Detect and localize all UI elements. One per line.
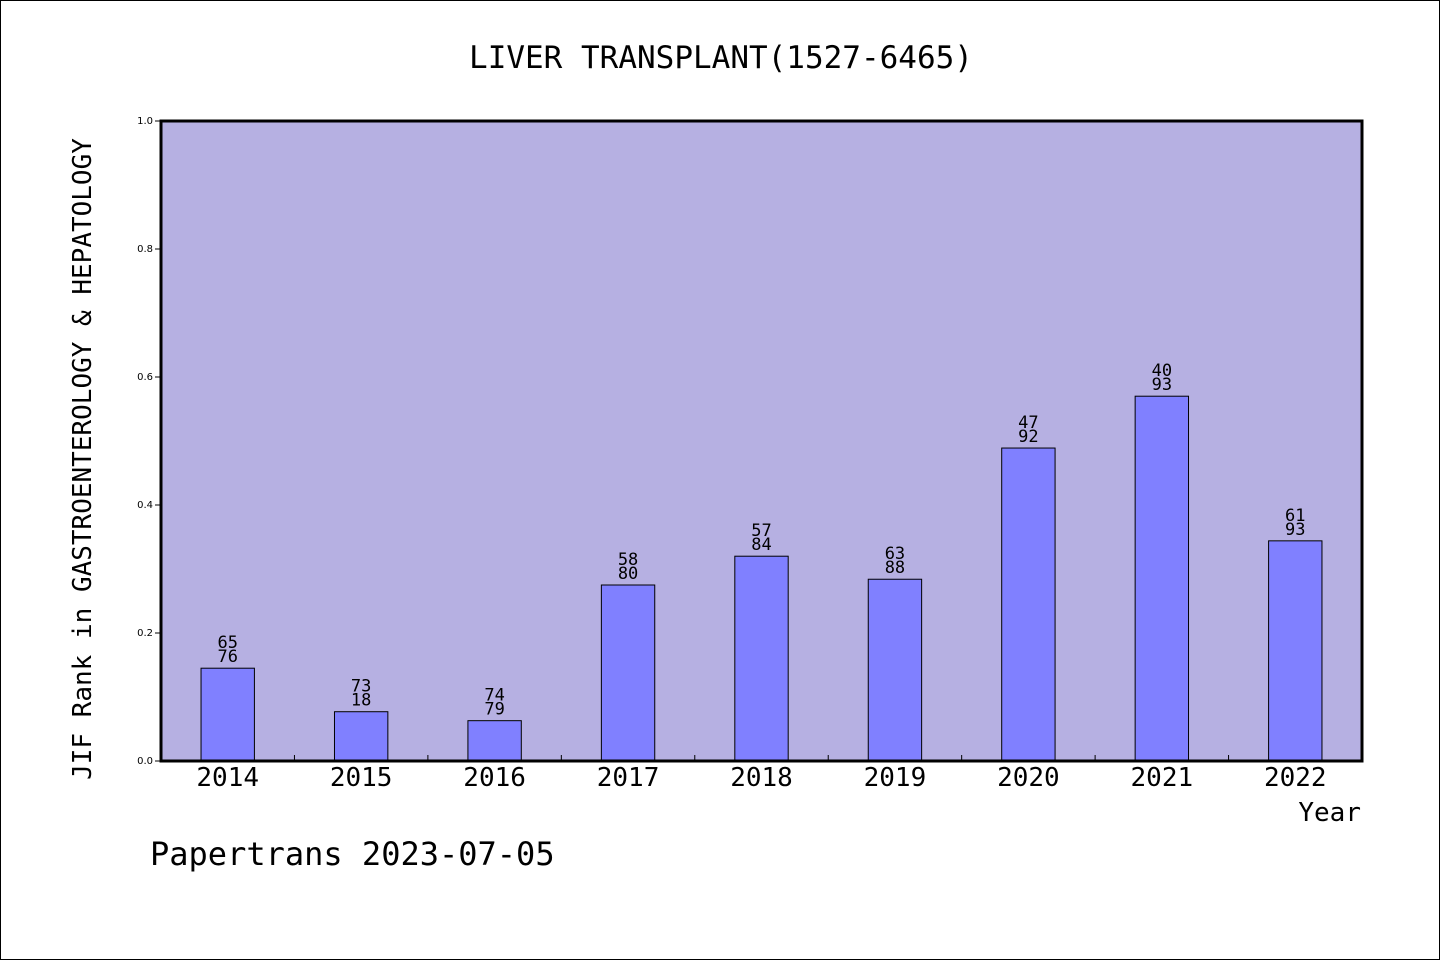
bar-label-top: 57 xyxy=(751,521,771,541)
y-axis: 0.0 0.2 0.4 0.6 0.8 1.0 xyxy=(137,116,161,767)
bar xyxy=(1134,395,1190,762)
x-axis-label: Year xyxy=(1298,798,1361,828)
bar-series xyxy=(200,395,1323,762)
bar-label-top: 61 xyxy=(1285,506,1305,526)
bar xyxy=(200,667,255,762)
y-tick-label: 0.2 xyxy=(137,628,153,639)
bar xyxy=(1268,540,1323,762)
y-tick-label: 1.0 xyxy=(137,116,153,127)
bar-label-bottom: 84 xyxy=(751,535,771,555)
bar-label-bottom: 79 xyxy=(484,700,504,720)
x-tick-label: 2016 xyxy=(463,763,526,793)
x-axis: 2014 2015 2016 2017 2018 2019 2020 2021 2022 xyxy=(196,755,1327,793)
bar-label-bottom: 93 xyxy=(1285,520,1305,540)
bar-label-top: 47 xyxy=(1018,413,1038,433)
footer-credit: Papertrans 2023-07-05 xyxy=(150,835,555,873)
bar-label-bottom: 76 xyxy=(217,647,237,667)
bar xyxy=(333,711,389,762)
bar-label-bottom: 18 xyxy=(351,691,371,711)
plot-border xyxy=(159,119,1364,763)
x-tick-label: 2014 xyxy=(196,763,259,793)
bar-label-top: 73 xyxy=(351,677,371,697)
x-tick-label: 2015 xyxy=(330,763,393,793)
bar xyxy=(867,578,923,762)
bar xyxy=(734,555,789,762)
bar-label-bottom: 93 xyxy=(1152,375,1172,395)
bar-label-bottom: 88 xyxy=(885,558,905,578)
bar-label-top: 40 xyxy=(1152,361,1172,381)
y-tick-label: 0.8 xyxy=(137,244,153,255)
bar-label-bottom: 92 xyxy=(1018,427,1038,447)
x-tick-label: 2017 xyxy=(597,763,660,793)
bar-label-top: 63 xyxy=(885,544,905,564)
bar-label-bottom: 80 xyxy=(618,564,638,584)
chart-title: LIVER TRANSPLANT(1527-6465) xyxy=(469,40,973,76)
x-tick-label: 2021 xyxy=(1131,763,1194,793)
bar-label-top: 58 xyxy=(618,550,638,570)
bar xyxy=(600,584,656,762)
bar xyxy=(1001,447,1056,762)
bar-label-top: 74 xyxy=(484,686,504,706)
y-tick-label: 0.4 xyxy=(137,500,153,511)
y-tick-label: 0.0 xyxy=(137,756,153,767)
bar xyxy=(467,720,522,762)
x-tick-label: 2022 xyxy=(1264,763,1327,793)
bar-label-top: 65 xyxy=(217,633,237,653)
x-tick-label: 2020 xyxy=(997,763,1060,793)
x-tick-label: 2018 xyxy=(730,763,793,793)
y-tick-label: 0.6 xyxy=(137,372,153,383)
x-tick-label: 2019 xyxy=(864,763,927,793)
y-axis-label: JIF Rank in GASTROENTEROLOGY & HEPATOLOG… xyxy=(68,138,98,780)
